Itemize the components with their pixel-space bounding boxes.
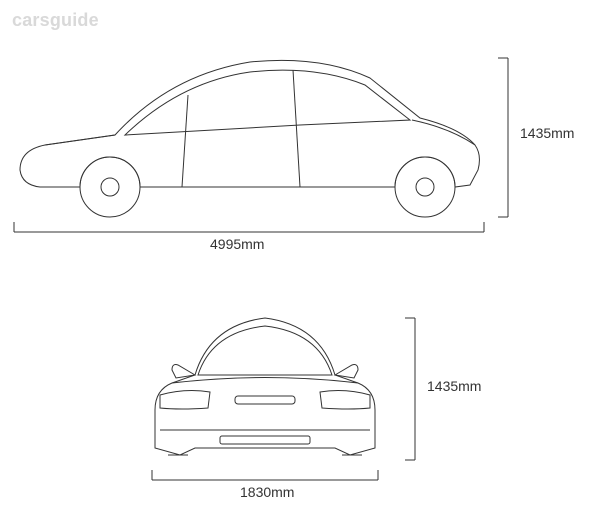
side-length-label: 4995mm (210, 236, 264, 252)
side-height-label: 1435mm (520, 125, 574, 141)
front-height-bracket (405, 318, 415, 460)
side-view-drawing (0, 0, 592, 532)
side-length-bracket (14, 222, 484, 232)
diagram-canvas: carsguide (0, 0, 592, 532)
front-width-label: 1830mm (240, 484, 294, 500)
front-width-bracket (152, 470, 378, 480)
front-height-label: 1435mm (427, 378, 481, 394)
side-height-bracket (498, 58, 508, 217)
front-view-drawing (155, 318, 375, 455)
